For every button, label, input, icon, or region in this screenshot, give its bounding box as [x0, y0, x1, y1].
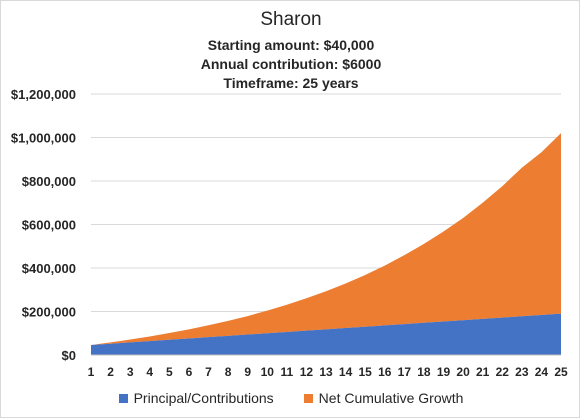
x-tick-label-1: 1: [88, 365, 95, 379]
x-tick-label-21: 21: [476, 365, 490, 379]
legend-label-principal: Principal/Contributions: [133, 390, 274, 406]
x-tick-label-20: 20: [456, 365, 470, 379]
chart-subtitle-timeframe: Timeframe: 25 years: [223, 75, 359, 91]
x-tick-label-19: 19: [437, 365, 451, 379]
legend-label-growth: Net Cumulative Growth: [318, 390, 464, 406]
y-tick-label-4: $800,000: [22, 174, 76, 189]
x-tick-label-4: 4: [146, 365, 153, 379]
chart-title: Sharon: [260, 9, 322, 30]
x-tick-label-18: 18: [417, 365, 431, 379]
x-tick-label-17: 17: [398, 365, 412, 379]
area-series-net-cumulative-growth: [91, 133, 561, 345]
x-tick-label-10: 10: [261, 365, 275, 379]
x-tick-label-25: 25: [554, 365, 568, 379]
y-tick-label-3: $600,000: [22, 218, 76, 233]
x-tick-label-22: 22: [496, 365, 510, 379]
chart-subtitle-starting-amount: Starting amount: $40,000: [207, 37, 375, 53]
area-series-principal-contributions: [91, 313, 561, 355]
x-tick-label-6: 6: [186, 365, 193, 379]
x-tick-label-13: 13: [319, 365, 333, 379]
legend-swatch-principal: [118, 393, 128, 403]
x-tick-label-3: 3: [127, 365, 134, 379]
legend-item-principal: Principal/Contributions: [118, 390, 274, 406]
x-tick-label-9: 9: [244, 365, 251, 379]
x-tick-label-8: 8: [225, 365, 232, 379]
y-tick-label-2: $400,000: [22, 261, 76, 276]
legend: Principal/Contributions Net Cumulative G…: [1, 390, 579, 406]
x-tick-label-15: 15: [358, 365, 372, 379]
x-tick-label-11: 11: [280, 365, 293, 379]
y-tick-label-1: $200,000: [22, 305, 76, 320]
legend-swatch-growth: [303, 393, 313, 403]
x-tick-label-7: 7: [205, 365, 212, 379]
x-tick-label-14: 14: [339, 365, 353, 379]
legend-item-growth: Net Cumulative Growth: [303, 390, 464, 406]
x-tick-label-23: 23: [515, 365, 529, 379]
y-tick-label-0: $0: [62, 348, 76, 363]
y-tick-label-6: $1,200,000: [11, 87, 76, 102]
x-tick-label-12: 12: [300, 365, 314, 379]
y-tick-label-5: $1,000,000: [11, 131, 76, 146]
x-tick-label-5: 5: [166, 365, 173, 379]
x-tick-label-16: 16: [378, 365, 392, 379]
x-tick-label-24: 24: [535, 365, 549, 379]
chart-subtitle-annual-contribution: Annual contribution: $6000: [200, 56, 382, 72]
x-tick-label-2: 2: [107, 365, 114, 379]
